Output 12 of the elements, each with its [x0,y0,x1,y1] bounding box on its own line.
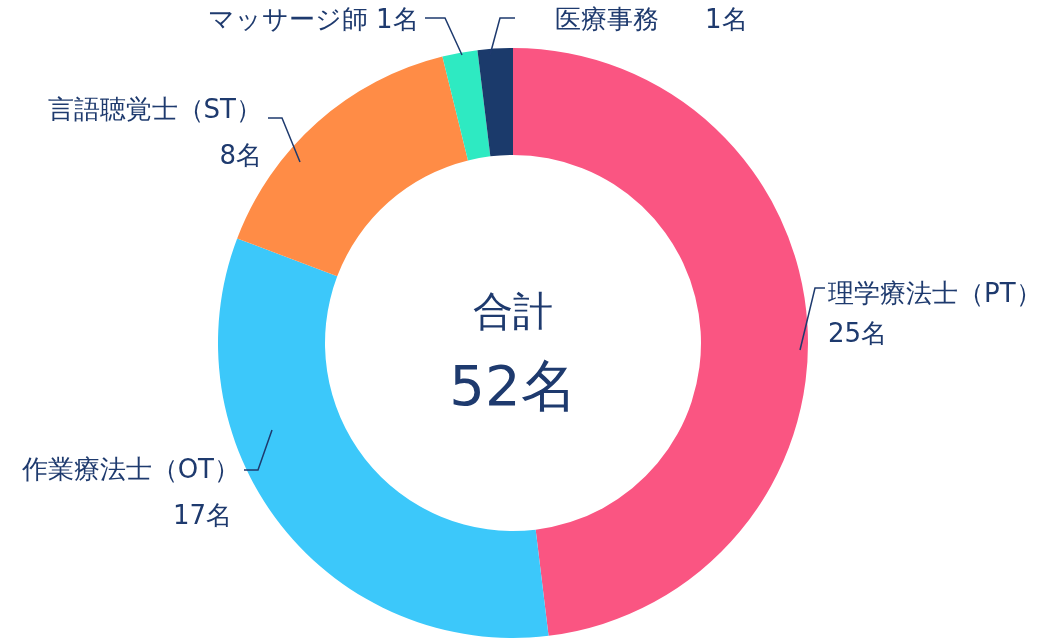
slice-label: 作業療法士（OT） [20,454,240,484]
slice-label: 理学療法士（PT） [828,278,1042,308]
data-label: 8名 [219,140,262,170]
slice-label: 言語聴覚士（ST） [47,94,262,124]
data-label: 17名 [172,500,232,530]
text: 52名 [449,353,577,418]
text: 合計 [473,288,553,334]
data-label: 1名 [705,4,748,34]
slice-label: マッサージ師 [208,4,368,34]
legend-label: 医療事務 [555,4,659,34]
data-label: 25名 [828,318,888,348]
data-label: 1名 [376,4,419,34]
